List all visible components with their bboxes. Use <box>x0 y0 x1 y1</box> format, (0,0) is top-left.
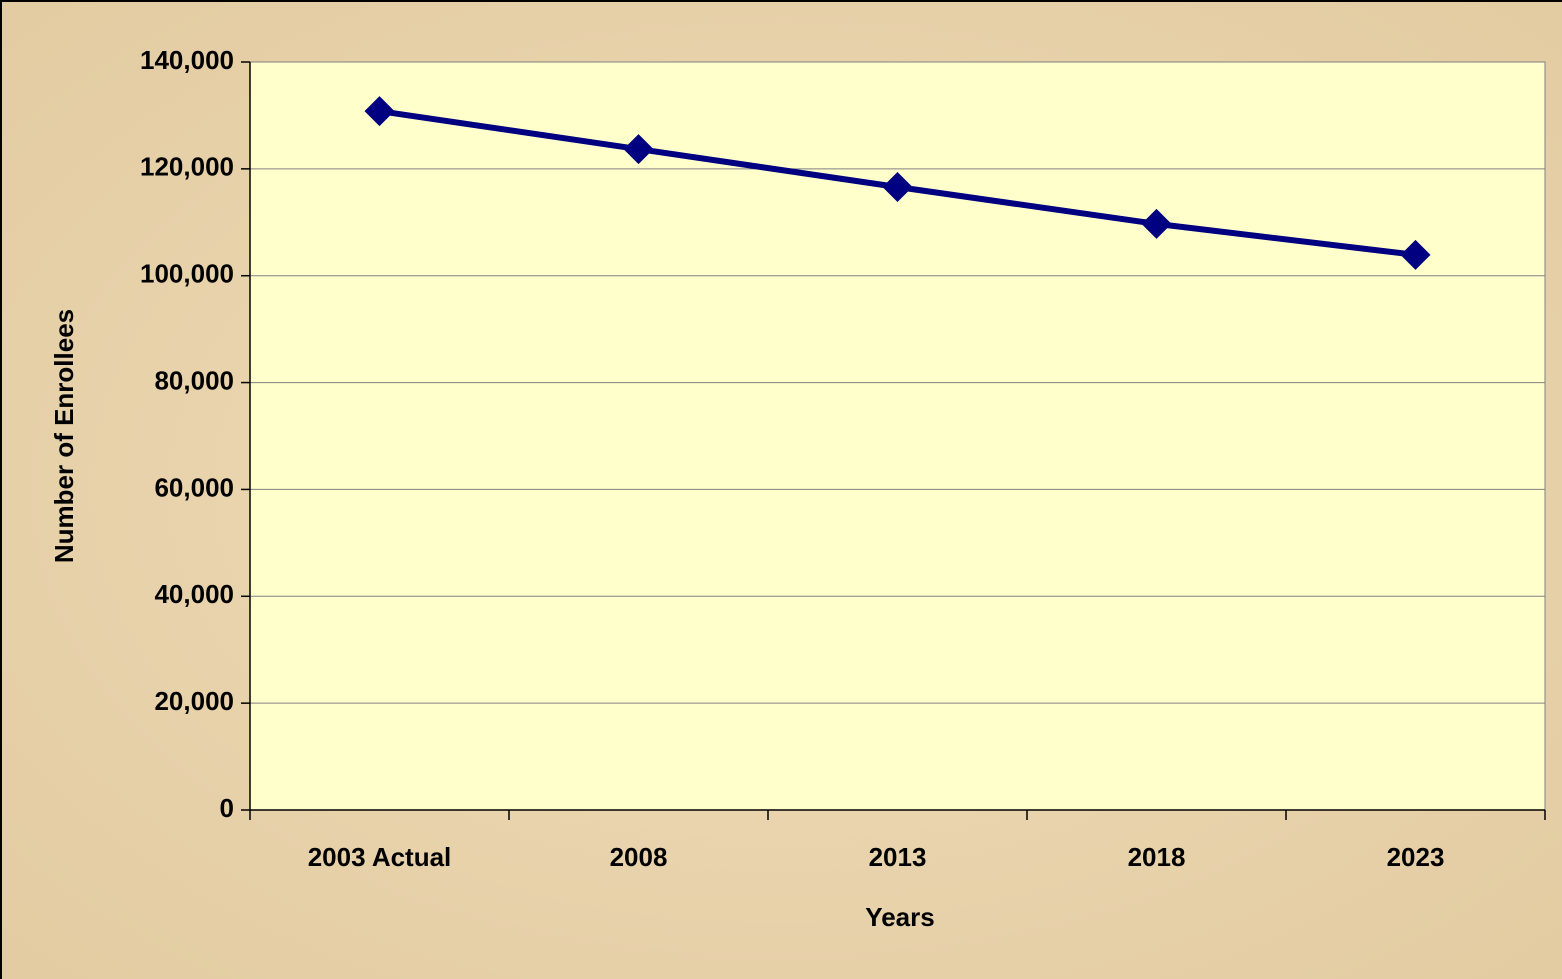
y-tick-label: 100,000 <box>140 259 234 289</box>
y-tick-label: 20,000 <box>154 686 234 716</box>
y-tick-label: 120,000 <box>140 152 234 182</box>
x-axis-label: Years <box>865 902 934 932</box>
y-tick-label: 0 <box>220 793 234 823</box>
x-tick-label: 2013 <box>869 842 927 872</box>
x-tick-label: 2023 <box>1387 842 1445 872</box>
x-tick-label: 2008 <box>610 842 668 872</box>
y-tick-label: 40,000 <box>154 579 234 609</box>
marker <box>1400 239 1431 270</box>
y-tick-label: 80,000 <box>154 365 234 395</box>
marker <box>1141 208 1172 239</box>
y-tick-label: 60,000 <box>154 472 234 502</box>
marker <box>364 96 395 127</box>
y-tick-label: 140,000 <box>140 45 234 75</box>
x-tick-label: 2003 Actual <box>308 842 452 872</box>
marker <box>882 172 913 203</box>
x-tick-label: 2018 <box>1128 842 1186 872</box>
marker <box>623 134 654 165</box>
y-axis-label: Number of Enrollees <box>49 309 79 563</box>
